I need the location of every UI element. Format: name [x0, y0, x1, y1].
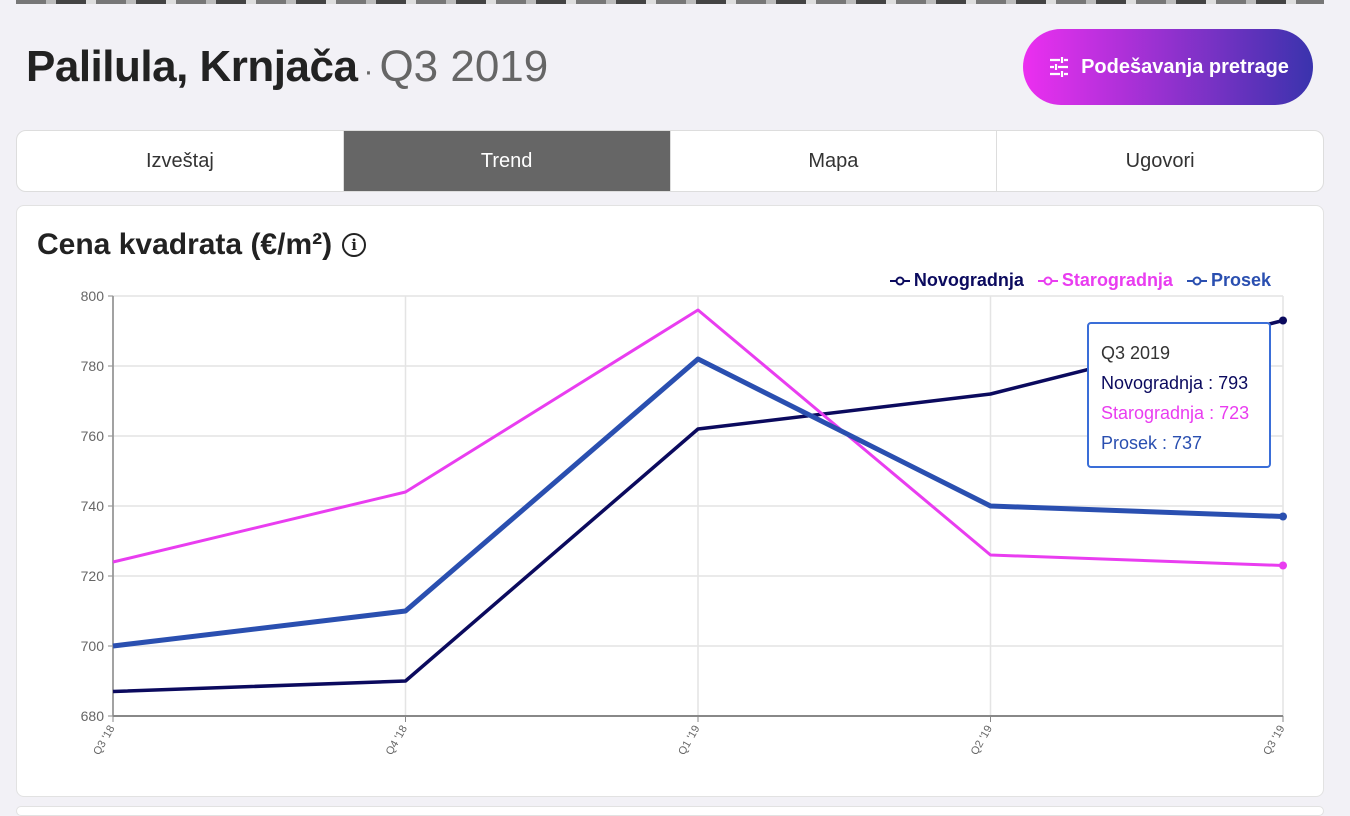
legend-item-novogradnja[interactable]: Novogradnja [889, 270, 1024, 291]
info-icon[interactable]: i [342, 233, 367, 257]
active-point-starogradnja [1279, 561, 1287, 570]
chart-legend: Novogradnja Starogradnja Prosek [889, 270, 1271, 291]
y-tick-label: 780 [81, 358, 105, 374]
price-chart-card: Cena kvadrata (€/m²) i Novogradnja Starog… [16, 205, 1324, 797]
legend-item-prosek[interactable]: Prosek [1186, 270, 1271, 291]
tab-ugovori[interactable]: Ugovori [1125, 149, 1195, 172]
tab-trend[interactable]: Trend [343, 131, 671, 191]
y-tick-label: 800 [81, 288, 105, 304]
chart-title: Cena kvadrata (€/m²) i [37, 228, 367, 262]
legend-marker-icon [1037, 276, 1058, 285]
tooltip-prosek: Prosek : 737 [1101, 433, 1203, 453]
y-tick-label: 740 [81, 498, 105, 514]
chart-title-text: Cena kvadrata (€/m²) [37, 228, 333, 261]
x-tick-label: Q1 '19 [676, 724, 702, 758]
tab-bar: Izveštaj Trend Mapa Ugovori [16, 130, 1324, 192]
y-tick-label: 700 [81, 638, 105, 654]
location-name: Palilula, Krnjača [26, 42, 358, 91]
series-line-starogradnja [112, 308, 1284, 567]
x-tick-label: Q2 '19 [969, 724, 995, 758]
series-line-prosek [112, 356, 1284, 649]
legend-marker-icon [889, 276, 910, 285]
search-settings-label: Podešavanja pretrage [1081, 55, 1289, 78]
search-settings-button[interactable]: Podešavanja pretrage [1023, 29, 1313, 105]
x-tick-label: Q4 '18 [384, 724, 410, 758]
tooltip-novogradnja: Novogradnja : 793 [1101, 373, 1249, 393]
separator: · [363, 55, 374, 88]
legend-label: Novogradnja [913, 270, 1024, 290]
active-point-novogradnja [1279, 316, 1287, 325]
legend-marker-icon [1186, 276, 1207, 285]
tab-izvestaj[interactable]: Izveštaj [17, 131, 344, 191]
y-tick-label: 760 [81, 428, 105, 444]
x-tick-label: Q3 '18 [91, 724, 117, 758]
next-card [16, 806, 1324, 816]
chart-tooltip: Q3 2019 Novogradnja : 793 Starogradnja :… [1087, 322, 1271, 468]
tooltip-starogradnja: Starogradnja : 723 [1101, 403, 1250, 423]
page-title: Palilula, Krnjača · Q3 2019 [26, 42, 548, 92]
y-tick-label: 680 [81, 708, 105, 724]
legend-label: Prosek [1210, 270, 1271, 290]
tab-mapa[interactable]: Mapa [671, 131, 998, 191]
x-tick-label: Q3 '19 [1261, 724, 1287, 758]
period-label: Q3 2019 [379, 42, 549, 91]
sliders-icon [1050, 57, 1069, 77]
y-tick-label: 720 [81, 568, 105, 584]
tooltip-title: Q3 2019 [1101, 343, 1171, 363]
legend-item-starogradnja[interactable]: Starogradnja [1037, 270, 1173, 291]
legend-label: Starogradnja [1061, 270, 1173, 290]
active-point-prosek [1279, 512, 1287, 521]
header-image-strip [16, 0, 1324, 4]
